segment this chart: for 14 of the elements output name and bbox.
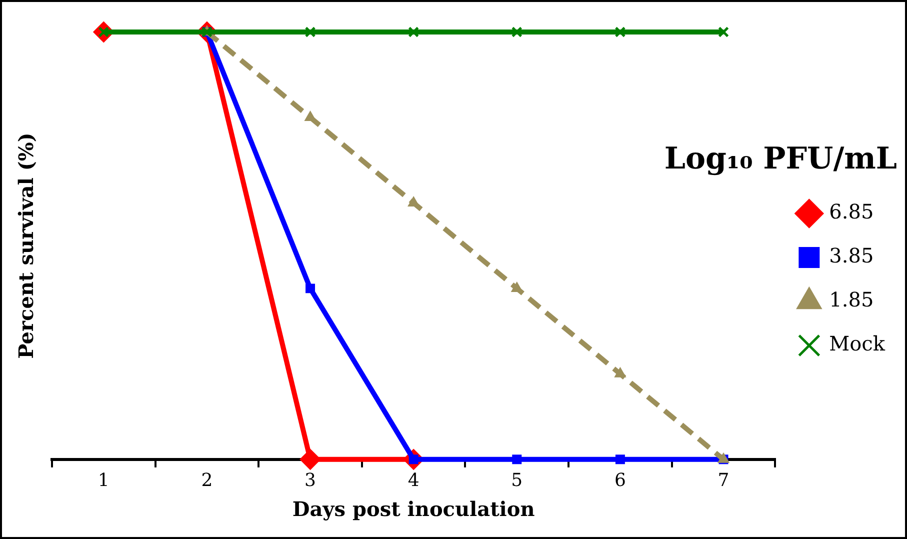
x-tick-label: 5 [511,470,523,491]
x-tick-label: 1 [98,470,110,491]
x-tick-label: 4 [408,470,420,491]
x-axis-title: Days post inoculation [292,497,536,522]
legend-label: 6.85 [829,200,874,224]
legend-label: 3.85 [829,244,874,268]
x-tick-label: 3 [304,470,316,491]
legend-title: Log₁₀ PFU/mL [664,141,897,176]
x-tick-label: 7 [718,470,730,491]
x-tick-label: 6 [614,470,626,491]
legend-label: 1.85 [829,288,874,312]
x-tick-label: 2 [201,470,213,491]
y-axis-title: Percent survival (%) [14,132,38,359]
legend-label: Mock [829,332,886,356]
